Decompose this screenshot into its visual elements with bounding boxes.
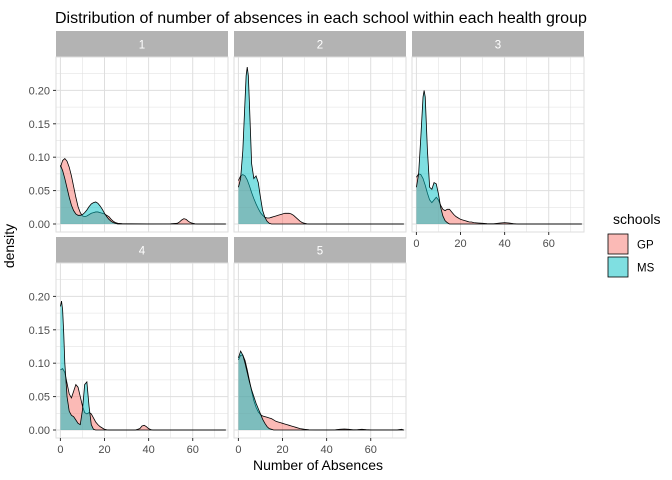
density-area-ms (60, 301, 96, 430)
x-tick-label: 60 (365, 444, 377, 456)
x-tick-label: 20 (454, 238, 466, 250)
facet-strip (412, 31, 584, 57)
legend-title: schools (613, 211, 660, 227)
panel-border (411, 56, 585, 233)
legend-label-gp: GP (637, 240, 654, 252)
x-tick-label: 60 (187, 444, 199, 456)
density-line-ms (238, 350, 404, 431)
x-tick-label: 0 (413, 238, 419, 250)
facet-panel-5: 5 0 20 40 60 (233, 237, 407, 456)
density-area-ms (238, 351, 274, 430)
legend-key-gp (607, 233, 629, 255)
chart-title: Distribution of number of absences in ea… (55, 10, 587, 27)
x-tick-label: 40 (320, 444, 332, 456)
density-line-ms (60, 165, 226, 225)
facet-panels: 1 0.00 0.05 0.10 0.15 0.20 2 3 0 20 40 60 4 0.00 0.05 0… (29, 31, 585, 456)
legend-key-ms (607, 256, 629, 278)
y-tick-label: 0.00 (29, 425, 50, 437)
density-line-ms (416, 90, 582, 225)
facet-panel-1: 1 0.00 0.05 0.10 0.15 0.20 (29, 31, 229, 233)
x-tick-label: 60 (543, 238, 555, 250)
facet-strip-label: 2 (317, 40, 323, 52)
density-line-ms (60, 300, 226, 431)
y-tick-label: 0.05 (29, 186, 50, 198)
x-tick-label: 20 (276, 444, 288, 456)
y-tick-label: 0.05 (29, 392, 50, 404)
y-tick-label: 0.10 (29, 358, 50, 370)
facet-strip (56, 237, 228, 263)
facet-strip-label: 4 (139, 246, 146, 258)
panel-background (56, 57, 228, 232)
x-tick-label: 0 (235, 444, 241, 456)
panel-border (55, 262, 229, 439)
y-tick-label: 0.20 (29, 85, 50, 97)
facet-strip-label: 1 (139, 40, 145, 52)
y-tick-label: 0.10 (29, 152, 50, 164)
panel-border (233, 262, 407, 439)
density-area-ms (238, 67, 272, 224)
facet-strip-label: 5 (317, 246, 323, 258)
y-tick-label: 0.00 (29, 219, 50, 231)
facet-strip-label: 3 (495, 40, 501, 52)
legend: schools GP MS (607, 211, 660, 278)
facet-panel-4: 4 0.00 0.05 0.10 0.15 0.20 0 20 40 60 (29, 237, 229, 456)
facet-panel-2: 2 (233, 31, 407, 233)
y-tick-label: 0.20 (29, 291, 50, 303)
density-line-gp (60, 367, 226, 431)
density-line-ms (238, 66, 404, 225)
x-tick-label: 0 (57, 444, 63, 456)
x-tick-label: 40 (498, 238, 510, 250)
panel-border (55, 56, 229, 233)
y-axis-title: density (1, 224, 17, 268)
panel-grid (234, 57, 406, 232)
panel-background (234, 57, 406, 232)
y-tick-label: 0.15 (29, 325, 50, 337)
facet-strip (234, 237, 406, 263)
x-tick-label: 20 (98, 444, 110, 456)
y-tick-label: 0.15 (29, 119, 50, 131)
facet-panel-3: 3 0 20 40 60 (411, 31, 585, 250)
facet-strip (234, 31, 406, 57)
density-area-ms (416, 90, 450, 224)
panel-background (234, 263, 406, 438)
panel-border (233, 56, 407, 233)
density-area-ms (60, 165, 118, 224)
x-tick-label: 40 (142, 444, 154, 456)
facet-strip (56, 31, 228, 57)
legend-label-ms: MS (637, 263, 655, 275)
x-axis-title: Number of Absences (253, 457, 383, 473)
panel-background (412, 57, 584, 232)
